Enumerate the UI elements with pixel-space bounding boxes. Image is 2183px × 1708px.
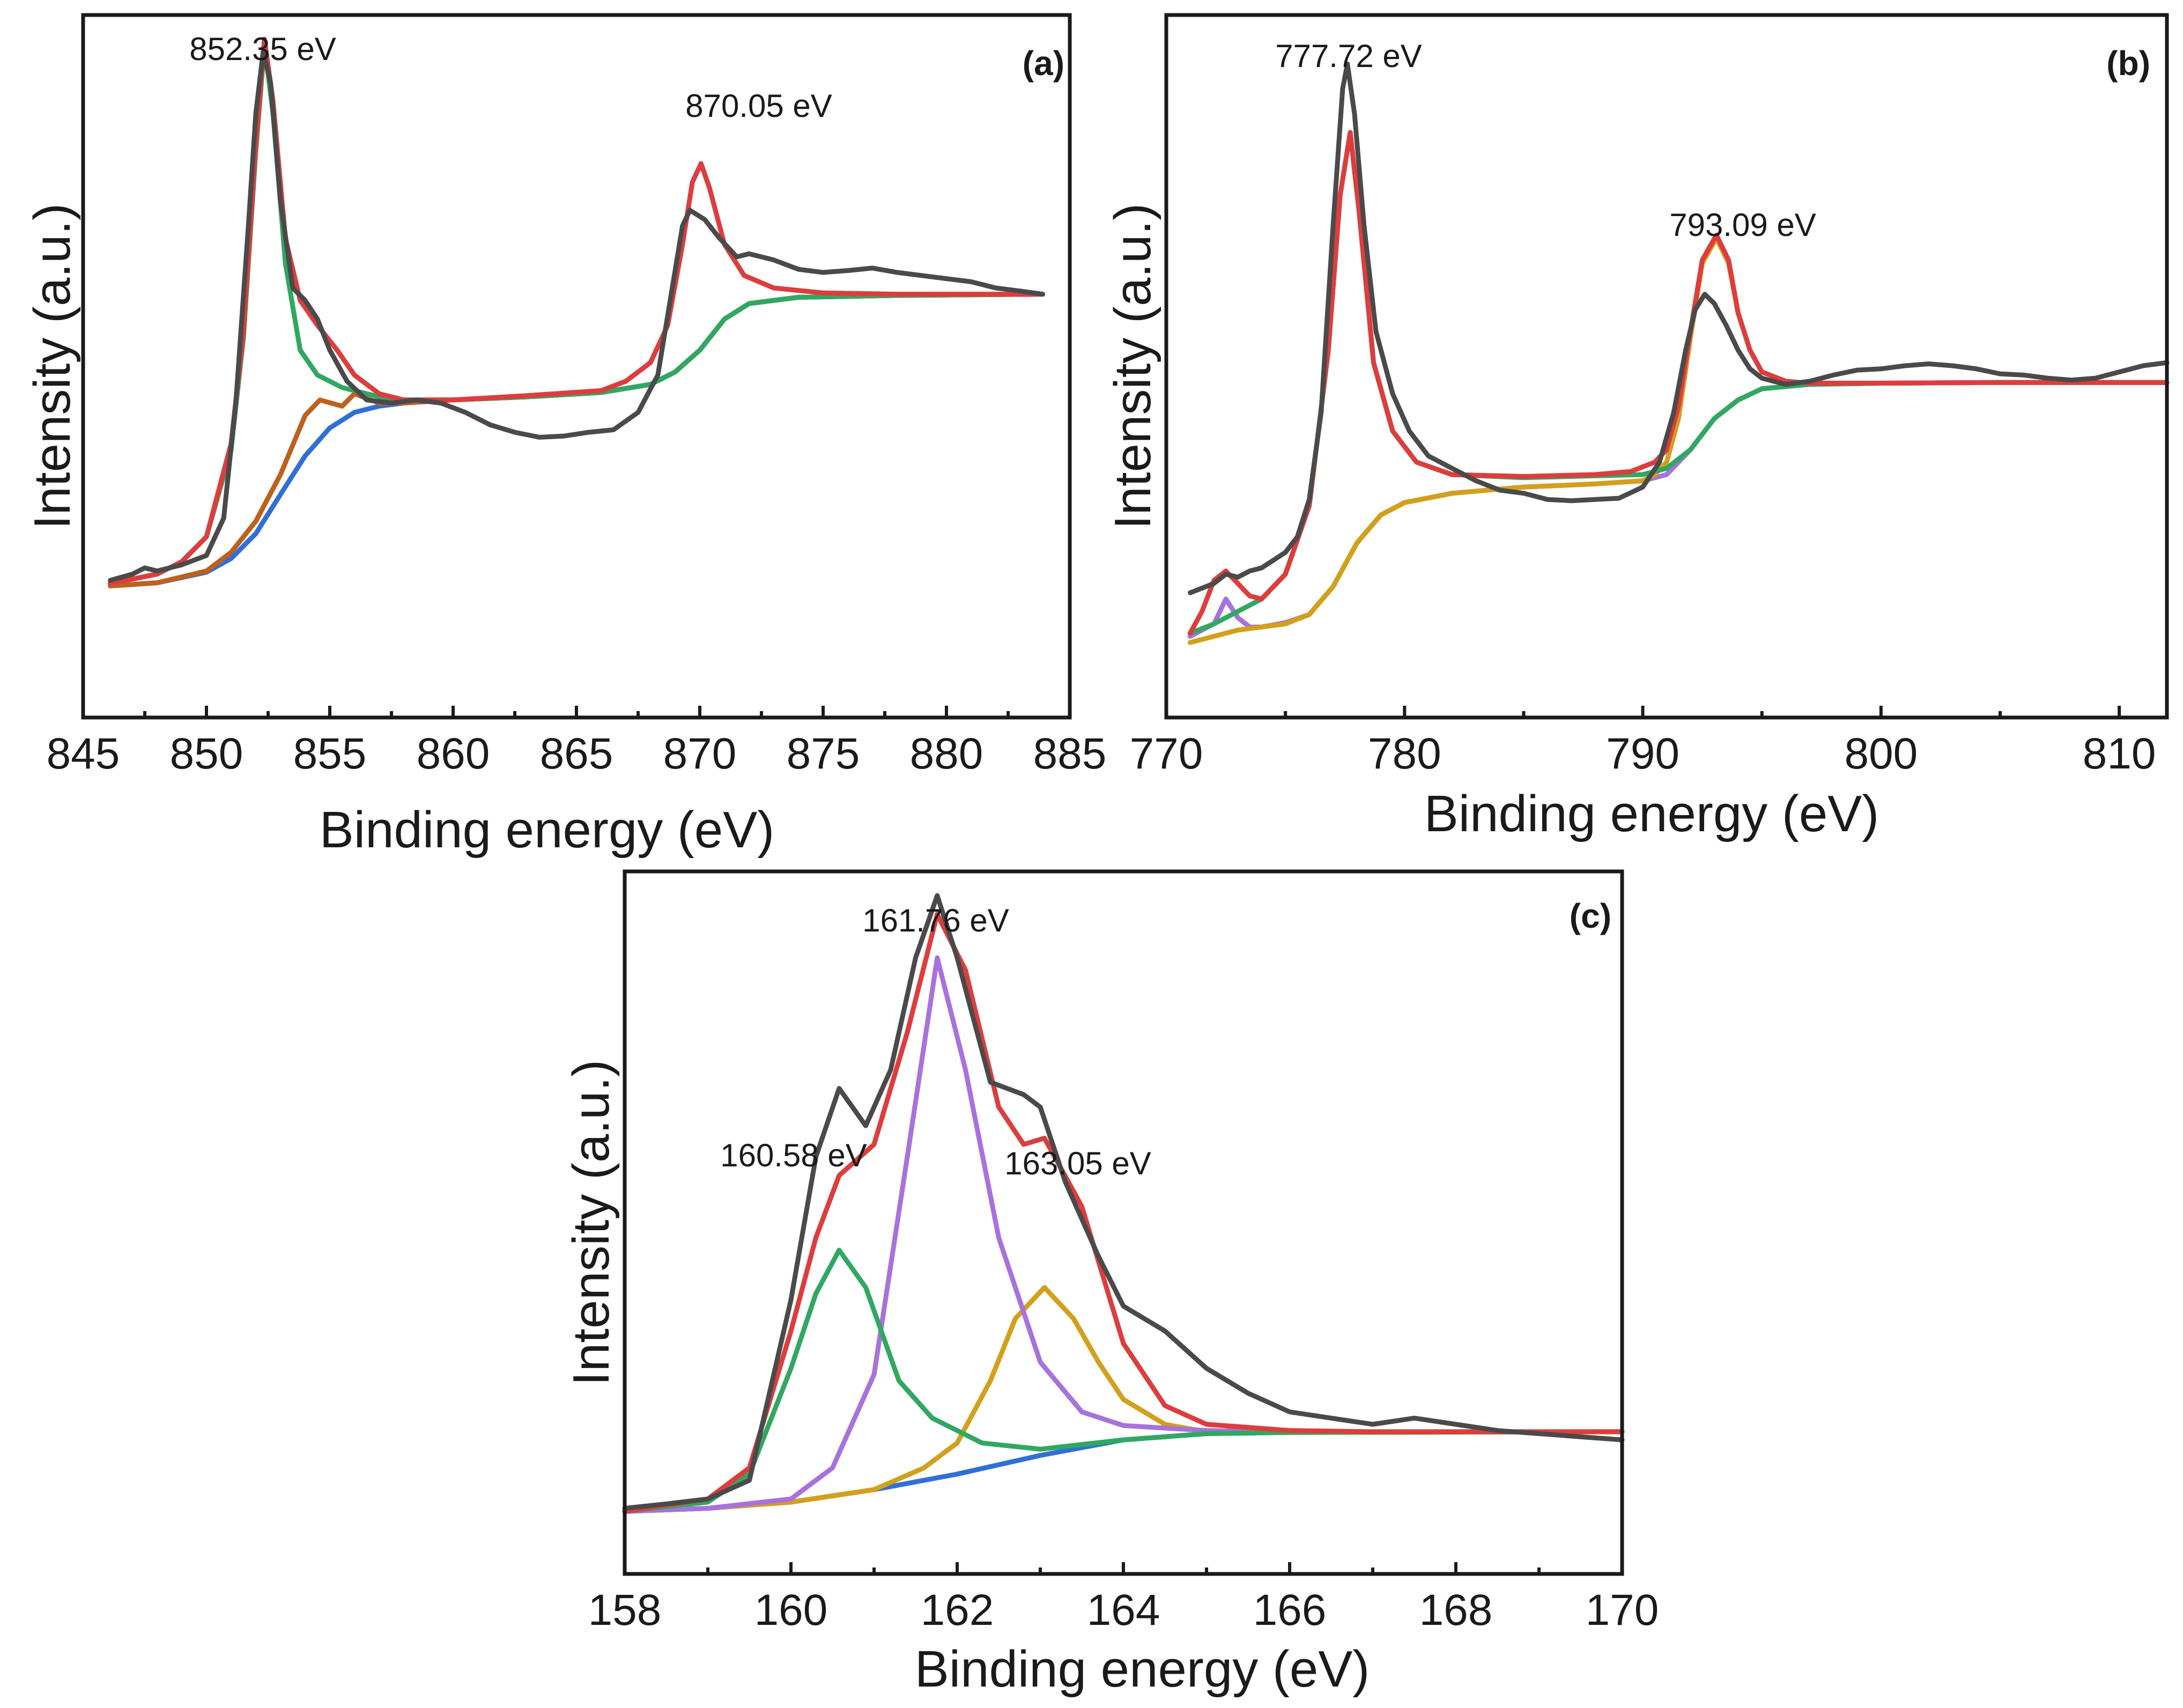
panel-c-xtick-label: 168 xyxy=(1419,1586,1493,1635)
panel-c-xtick-label: 166 xyxy=(1253,1586,1327,1635)
panel-a-xtick-label: 865 xyxy=(540,729,613,778)
panel-b-label: (b) xyxy=(2106,44,2150,83)
panel-a-xtick-label: 855 xyxy=(293,729,367,778)
panel-c-xtick-label: 164 xyxy=(1087,1586,1160,1635)
panel-a-annotation-2: 870.05 eV xyxy=(685,88,832,124)
panel-b-xtick-label: 780 xyxy=(1368,729,1441,778)
panel-b-annotation-2: 793.09 eV xyxy=(1669,207,1816,243)
panel-a-xtick-label: 860 xyxy=(417,729,490,778)
panel-a: 845 850 855 860 865 870 875 880 885 (a) Binding … xyxy=(24,13,1107,859)
panel-c-annotation-2: 160.58 eV xyxy=(720,1137,867,1173)
panel-c-xlabel: Binding energy (eV) xyxy=(915,1640,1370,1698)
panel-a-xtick-label: 875 xyxy=(787,729,860,778)
panel-b-ylabel: Intensity (a.u.) xyxy=(1104,203,1161,529)
panel-c-xtick-label: 162 xyxy=(921,1586,994,1635)
panel-c-annotation-3: 163.05 eV xyxy=(1004,1145,1151,1181)
panel-b-xtick-label: 800 xyxy=(1844,729,1918,778)
panel-c-series-envelope xyxy=(622,912,1625,1514)
panel-b: 770 780 790 800 810 (b) Binding energy (eV) … xyxy=(1104,13,2170,842)
panel-c-series-peak-160.58 xyxy=(622,1247,1625,1514)
panel-c-label: (c) xyxy=(1570,897,1611,935)
panel-c-xtick-label: 170 xyxy=(1586,1586,1659,1635)
panel-b-xtick-label: 770 xyxy=(1130,729,1203,778)
panel-b-xtick-label: 790 xyxy=(1606,729,1679,778)
panel-c-series-raw-data xyxy=(622,893,1625,1511)
panel-c-xtick-label: 158 xyxy=(588,1586,662,1635)
panel-a-xtick-label: 870 xyxy=(663,729,737,778)
panel-a-label: (a) xyxy=(1023,44,1064,83)
panel-b-series-envelope xyxy=(1187,130,2170,636)
panel-b-series-raw-data xyxy=(1187,61,2170,595)
panel-c-series-peak-161.76 xyxy=(622,955,1625,1514)
panel-a-xtick-label: 850 xyxy=(170,729,243,778)
panel-c-ylabel: Intensity (a.u.) xyxy=(563,1060,620,1386)
panel-c-xtick-label: 160 xyxy=(754,1586,828,1635)
panel-a-annotation-1: 852.35 eV xyxy=(189,31,336,67)
panel-b-annotation-1: 777.72 eV xyxy=(1275,38,1422,74)
panel-a-xlabel: Binding energy (eV) xyxy=(320,801,774,859)
panel-b-frame xyxy=(1164,13,2169,720)
panel-c: 158 160 162 164 166 168 170 (c) Binding energy… xyxy=(563,869,1659,1698)
panel-b-xtick-label: 810 xyxy=(2083,729,2156,778)
panel-a-xtick-label: 845 xyxy=(47,729,120,778)
panel-c-annotation-1: 161.76 eV xyxy=(862,903,1009,938)
panel-a-series-raw-data xyxy=(108,49,1045,583)
panel-b-xlabel: Binding energy (eV) xyxy=(1424,785,1879,842)
panel-a-ylabel: Intensity (a.u.) xyxy=(24,203,81,529)
panel-a-xtick-label: 880 xyxy=(910,729,983,778)
panel-a-xtick-label: 885 xyxy=(1033,729,1107,778)
